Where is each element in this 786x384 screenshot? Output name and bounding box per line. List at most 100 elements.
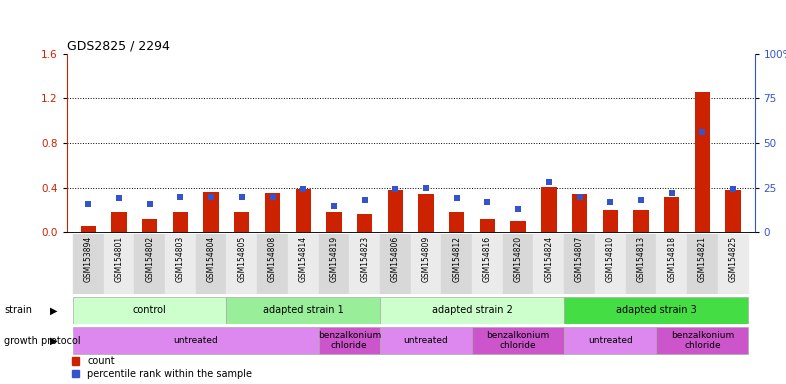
Bar [479, 219, 495, 232]
Bar [725, 190, 740, 232]
Bar [196, 234, 226, 294]
FancyBboxPatch shape [73, 297, 226, 324]
Text: GSM154825: GSM154825 [729, 236, 737, 282]
Legend: count, percentile rank within the sample: count, percentile rank within the sample [72, 356, 252, 379]
Text: GSM154808: GSM154808 [268, 236, 277, 282]
Bar [288, 234, 318, 294]
Bar [564, 234, 595, 294]
Bar [387, 190, 403, 232]
Text: GSM154805: GSM154805 [237, 236, 246, 282]
Point [512, 206, 524, 212]
Point [666, 190, 678, 196]
Bar [173, 212, 188, 232]
Point [174, 194, 187, 200]
Bar [104, 234, 134, 294]
Bar [542, 187, 556, 232]
Bar [326, 212, 342, 232]
Point [604, 199, 616, 205]
Text: GSM154819: GSM154819 [329, 236, 339, 282]
FancyBboxPatch shape [73, 327, 318, 354]
Bar [718, 234, 748, 294]
Text: GSM154820: GSM154820 [513, 236, 523, 282]
FancyBboxPatch shape [380, 297, 564, 324]
Bar [595, 234, 626, 294]
Text: GSM154809: GSM154809 [421, 236, 431, 282]
Bar [572, 194, 587, 232]
Text: GSM154806: GSM154806 [391, 236, 400, 282]
Text: benzalkonium
chloride: benzalkonium chloride [670, 331, 734, 351]
Bar [234, 212, 249, 232]
Bar [695, 92, 710, 232]
Bar [73, 234, 104, 294]
Text: GSM154807: GSM154807 [575, 236, 584, 282]
Bar [380, 234, 411, 294]
Bar [603, 210, 618, 232]
Text: adapted strain 1: adapted strain 1 [263, 305, 343, 316]
Text: GSM154810: GSM154810 [606, 236, 615, 282]
Text: GSM154823: GSM154823 [360, 236, 369, 282]
Bar [656, 234, 687, 294]
Bar [411, 234, 442, 294]
Bar [112, 212, 127, 232]
Bar [142, 219, 157, 232]
Point [205, 194, 218, 200]
Text: adapted strain 3: adapted strain 3 [616, 305, 696, 316]
Text: growth protocol: growth protocol [4, 336, 80, 346]
Text: untreated: untreated [588, 336, 633, 345]
Text: untreated: untreated [174, 336, 219, 345]
FancyBboxPatch shape [656, 327, 748, 354]
Bar [442, 234, 472, 294]
Text: GSM154813: GSM154813 [637, 236, 645, 282]
Text: adapted strain 2: adapted strain 2 [432, 305, 512, 316]
FancyBboxPatch shape [472, 327, 564, 354]
Text: benzalkonium
chloride: benzalkonium chloride [318, 331, 381, 351]
Bar [265, 193, 280, 232]
Bar [226, 234, 257, 294]
Point [542, 179, 555, 185]
Text: control: control [133, 305, 167, 316]
Text: GSM154802: GSM154802 [145, 236, 154, 282]
Point [82, 201, 94, 207]
Text: ▶: ▶ [50, 305, 57, 316]
Text: GSM154801: GSM154801 [115, 236, 123, 282]
Point [236, 194, 248, 200]
Bar [349, 234, 380, 294]
Point [358, 197, 371, 203]
Bar [534, 234, 564, 294]
FancyBboxPatch shape [564, 297, 748, 324]
FancyBboxPatch shape [318, 327, 380, 354]
Text: GSM154812: GSM154812 [452, 236, 461, 282]
Text: GSM154814: GSM154814 [299, 236, 308, 282]
Text: GSM154821: GSM154821 [698, 236, 707, 282]
FancyBboxPatch shape [380, 327, 472, 354]
Point [389, 186, 402, 192]
Point [112, 195, 125, 202]
Bar [357, 214, 373, 232]
Text: benzalkonium
chloride: benzalkonium chloride [487, 331, 549, 351]
Bar [449, 212, 465, 232]
Point [573, 194, 586, 200]
Text: GSM154818: GSM154818 [667, 236, 676, 282]
Bar [204, 192, 219, 232]
Point [143, 201, 156, 207]
FancyBboxPatch shape [226, 297, 380, 324]
Point [481, 199, 494, 205]
Text: untreated: untreated [404, 336, 448, 345]
Point [420, 185, 432, 191]
Text: GDS2825 / 2294: GDS2825 / 2294 [67, 40, 170, 53]
Bar [472, 234, 503, 294]
FancyBboxPatch shape [564, 327, 656, 354]
Point [266, 194, 279, 200]
Bar [626, 234, 656, 294]
Point [297, 186, 310, 192]
Bar [687, 234, 718, 294]
Text: GSM154804: GSM154804 [207, 236, 215, 282]
Bar [81, 226, 96, 232]
Bar [318, 234, 349, 294]
Bar [165, 234, 196, 294]
Text: GSM154803: GSM154803 [176, 236, 185, 282]
Bar [503, 234, 534, 294]
Text: ▶: ▶ [50, 336, 57, 346]
Text: GSM154824: GSM154824 [545, 236, 553, 282]
Text: GSM153894: GSM153894 [84, 236, 93, 282]
